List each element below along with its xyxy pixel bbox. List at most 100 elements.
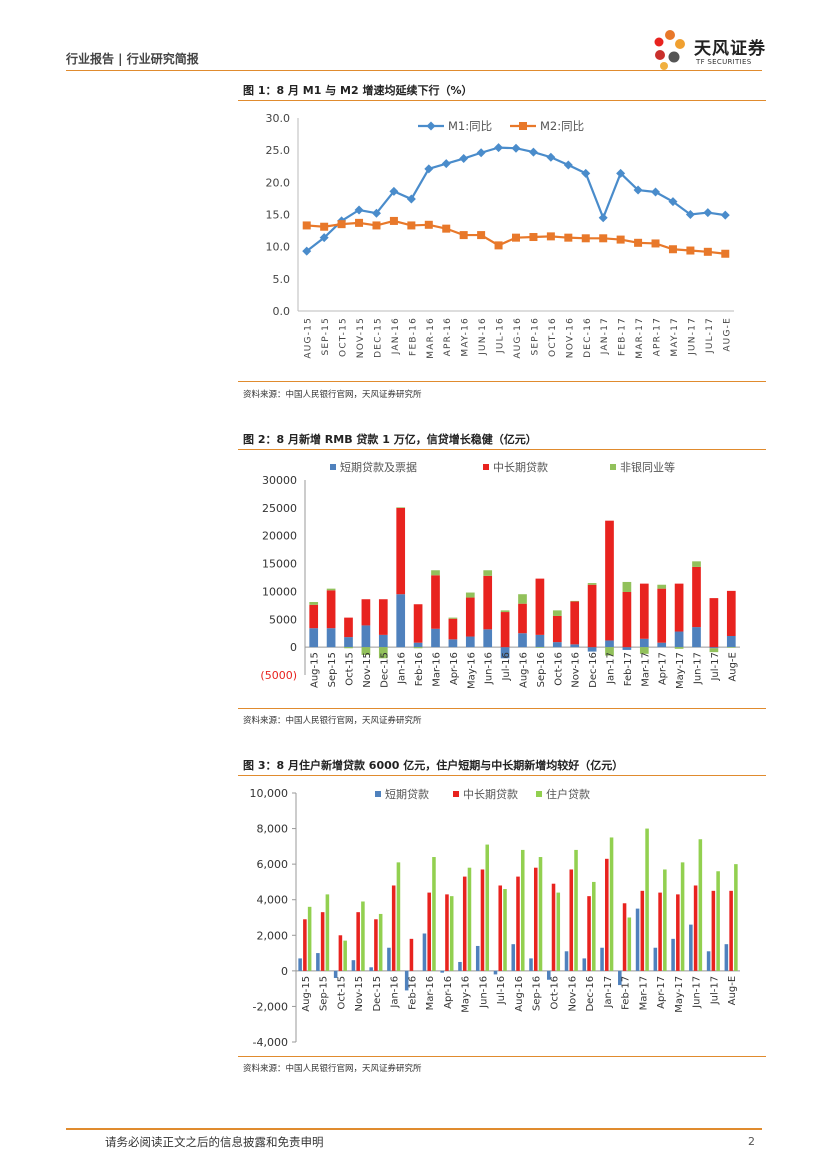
bar bbox=[658, 892, 662, 971]
x-tick-label: Nov-15 bbox=[362, 652, 373, 688]
data-point bbox=[651, 187, 661, 197]
x-tick-label: Jul-16 bbox=[496, 976, 507, 1005]
bar-segment bbox=[396, 507, 406, 595]
bar bbox=[734, 864, 738, 971]
bar-segment bbox=[726, 636, 736, 648]
bar-segment bbox=[344, 637, 353, 648]
x-tick-label: JUL-16 bbox=[496, 317, 506, 354]
x-tick-label: OCT-16 bbox=[548, 317, 558, 357]
x-tick-label: May-17 bbox=[674, 976, 685, 1013]
x-tick-label: AUG-16 bbox=[513, 317, 523, 359]
y-tick-label: 20.0 bbox=[266, 176, 291, 189]
y-tick-label: -4,000 bbox=[253, 1036, 288, 1049]
x-tick-label: Jun-16 bbox=[484, 652, 495, 685]
data-point bbox=[546, 152, 556, 162]
bar-segment bbox=[570, 601, 580, 645]
bar-segment bbox=[326, 628, 336, 648]
bar bbox=[618, 970, 622, 986]
bar-segment bbox=[483, 570, 493, 576]
y-tick-label: 10.0 bbox=[266, 241, 291, 254]
data-point bbox=[442, 224, 451, 233]
figure-2-divider bbox=[238, 449, 766, 450]
x-tick-label: MAY-16 bbox=[461, 317, 471, 357]
x-tick-label: Feb-16 bbox=[407, 976, 418, 1010]
x-tick-label: Apr-17 bbox=[656, 976, 667, 1009]
bar bbox=[498, 885, 503, 971]
bar-segment bbox=[709, 648, 719, 653]
bar-segment bbox=[326, 590, 336, 629]
x-tick-label: Sep-15 bbox=[327, 652, 338, 687]
x-tick-label: Apr-16 bbox=[443, 976, 454, 1009]
bar-segment bbox=[500, 647, 510, 659]
data-point bbox=[355, 218, 364, 227]
figure-2-chart: (5000) 0 5000 10000 15000 20000 25000 30000 Aug-… bbox=[260, 460, 740, 689]
bar bbox=[374, 919, 378, 971]
bar-segment bbox=[344, 617, 353, 638]
legend-label: 中长期贷款 bbox=[463, 787, 518, 801]
x-tick-label: May-17 bbox=[675, 652, 686, 689]
bar bbox=[689, 924, 693, 971]
x-tick-label: Jan-16 bbox=[397, 652, 408, 685]
logo-text-en: TF SECURITIES bbox=[696, 58, 752, 66]
bar-segment bbox=[692, 627, 701, 648]
bar-segment bbox=[431, 570, 440, 576]
y-tick-label: 15000 bbox=[262, 558, 297, 571]
data-point bbox=[302, 246, 312, 256]
bar bbox=[538, 857, 543, 971]
x-tick-label: Aug-E bbox=[727, 976, 738, 1005]
bar-segment bbox=[465, 636, 475, 648]
bar-segment bbox=[535, 634, 545, 648]
bar bbox=[503, 889, 507, 971]
bar-segment bbox=[605, 647, 614, 656]
bar bbox=[378, 913, 383, 971]
bar bbox=[343, 940, 347, 971]
x-tick-label: FEB-17 bbox=[618, 317, 628, 356]
x-tick-label: AUG-15 bbox=[304, 317, 314, 359]
bar bbox=[693, 885, 698, 971]
bar-segment bbox=[570, 644, 580, 648]
bar-segment bbox=[587, 584, 597, 648]
bar bbox=[663, 869, 667, 971]
data-point bbox=[389, 186, 399, 196]
x-tick-label: AUG-E bbox=[722, 317, 732, 352]
x-tick-label: Oct-15 bbox=[336, 976, 347, 1010]
bar bbox=[493, 970, 498, 975]
x-tick-label: Jun-17 bbox=[693, 652, 704, 685]
x-tick-label: Sep-16 bbox=[532, 976, 543, 1011]
data-point bbox=[720, 210, 730, 220]
data-point bbox=[633, 185, 643, 195]
x-tick-label: Jan-17 bbox=[603, 976, 614, 1009]
data-point bbox=[564, 233, 573, 242]
logo-flower-icon bbox=[654, 30, 685, 70]
bar bbox=[680, 862, 685, 971]
data-point bbox=[424, 220, 433, 229]
bar bbox=[467, 867, 472, 971]
footer-divider bbox=[66, 1128, 762, 1130]
bar-segment bbox=[483, 575, 493, 630]
bar-segment bbox=[552, 642, 562, 648]
x-tick-label: MAY-17 bbox=[670, 317, 680, 357]
bar-segment bbox=[396, 594, 406, 648]
data-point bbox=[668, 197, 678, 207]
x-tick-label: SEP-15 bbox=[321, 317, 331, 356]
legend-label: 非银同业等 bbox=[620, 460, 675, 474]
bar-segment bbox=[344, 647, 353, 649]
x-tick-label: JUN-16 bbox=[478, 317, 488, 356]
bar bbox=[592, 881, 596, 971]
x-tick-label: Mar-16 bbox=[425, 976, 436, 1011]
bar bbox=[325, 894, 330, 971]
x-tick-label: Oct-16 bbox=[553, 652, 564, 686]
x-tick-label: Mar-16 bbox=[432, 652, 443, 687]
data-point bbox=[302, 221, 311, 230]
bar-segment bbox=[552, 615, 562, 643]
bar-segment bbox=[378, 634, 388, 648]
bar bbox=[316, 953, 320, 971]
bar-segment bbox=[465, 592, 475, 598]
bar bbox=[645, 828, 649, 971]
bar-segment bbox=[448, 618, 458, 640]
bar bbox=[706, 951, 711, 971]
bar bbox=[609, 837, 614, 971]
x-tick-label: Mar-17 bbox=[640, 652, 651, 687]
x-tick-label: Aug-16 bbox=[519, 652, 530, 688]
figure-3-chart: -4,000 -2,000 0 2,000 4,000 6,000 8,000 10,000 A… bbox=[250, 787, 740, 1049]
